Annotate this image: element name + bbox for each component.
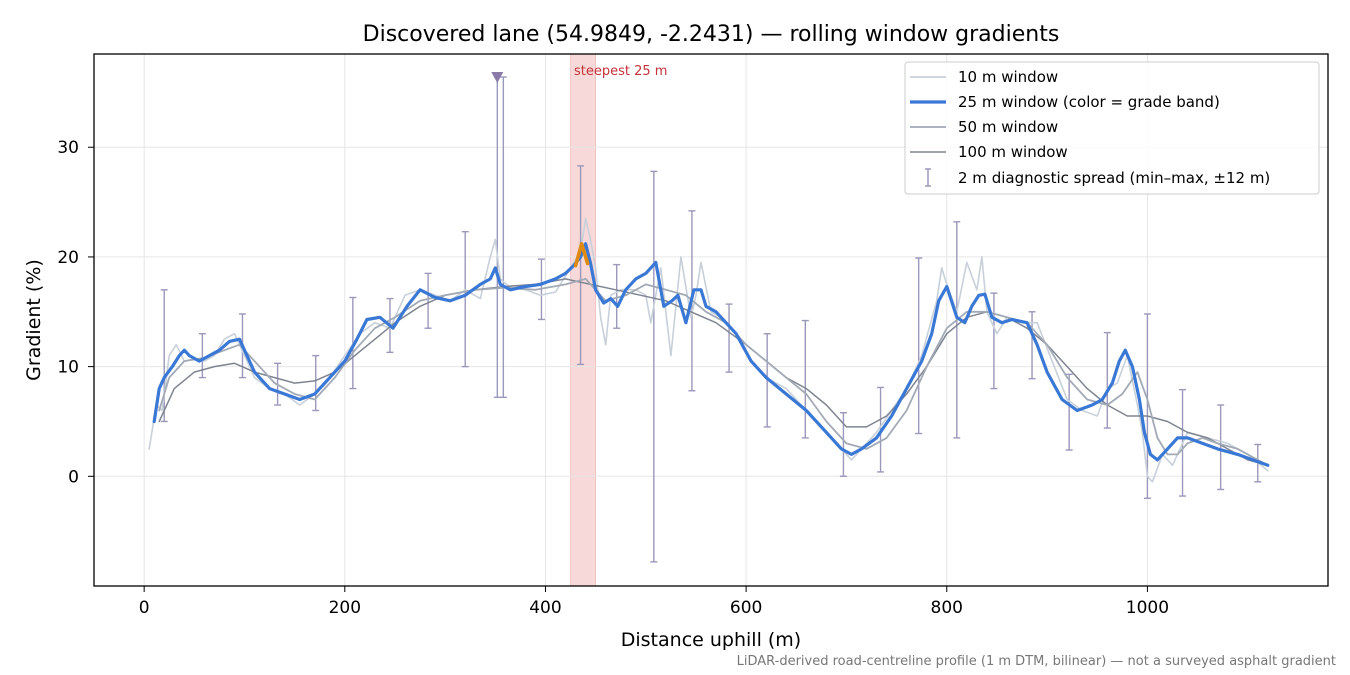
diag-errorbar-29 (1217, 404, 1225, 491)
legend-label-diag: 2 m diagnostic spread (min–max, ±12 m) (958, 169, 1270, 187)
legend-label-w50: 50 m window (958, 118, 1058, 136)
steepest-label: steepest 25 m (574, 64, 667, 79)
x-tick-label-0: 0 (139, 598, 150, 618)
diag-errorbar-4 (312, 354, 320, 412)
legend-label-w10: 10 m window (958, 68, 1058, 86)
y-tick-label-2: 20 (57, 248, 79, 268)
chart-title: Discovered lane (54.9849, -2.2431) — rol… (363, 22, 1060, 47)
diag-errorbar-8 (461, 230, 469, 368)
diag-errorbar-10 (499, 76, 507, 399)
y-tick-label-0: 0 (68, 467, 79, 487)
legend-frame (904, 61, 1320, 195)
diag-errorbar-22 (953, 221, 961, 439)
diag-errorbar-12 (577, 165, 585, 366)
x-tick-label-3: 600 (730, 598, 762, 618)
x-axis-label: Distance uphill (m) (621, 629, 801, 651)
series-line-0 (148, 217, 1269, 483)
diag-errorbar-21 (915, 257, 923, 435)
diag-errorbar-23 (990, 292, 998, 390)
legend-label-w25: 25 m window (color = grade band) (958, 93, 1220, 111)
steepest-band (570, 53, 596, 587)
legend-label-w100: 100 m window (958, 143, 1068, 161)
footnote: LiDAR-derived road-centreline profile (1… (737, 654, 1336, 669)
series-lines (148, 72, 1270, 483)
x-tick-label-5: 1000 (1126, 598, 1169, 618)
y-tick-label-3: 30 (57, 138, 79, 158)
peak-marker (491, 72, 504, 84)
steepest-peak-segment (573, 242, 590, 268)
diag-errorbar-16 (725, 303, 733, 373)
x-tick-label-4: 800 (931, 598, 963, 618)
y-axis-label: Gradient (%) (23, 259, 45, 381)
diag-errorbar-9 (493, 76, 501, 399)
x-tick-label-1: 200 (329, 598, 361, 618)
legend-swatch-diag (925, 168, 931, 187)
diag-errorbar-27 (1143, 313, 1151, 499)
diag-errorbar-19 (839, 411, 847, 478)
diag-errorbar-18 (801, 319, 809, 439)
diag-errorbar-24 (1028, 311, 1036, 380)
diag-errorbar-13 (613, 263, 621, 329)
series-line-1 (152, 242, 1270, 467)
diag-errorbar-7 (424, 272, 432, 329)
plot-frame (93, 53, 1329, 587)
series-line-2 (158, 277, 1269, 467)
diag-errorbar-14 (650, 170, 658, 563)
legend: 10 m window 25 m window (color = grade b… (904, 61, 1320, 195)
diag-errorbar-25 (1065, 373, 1073, 451)
y-tick-label-1: 10 (57, 358, 79, 378)
series-line-3 (158, 278, 1269, 467)
axis-ticks: 0 200 400 600 800 1000 0 10 20 30 (57, 138, 1169, 618)
diag-errorbar-26 (1103, 331, 1111, 429)
steepest-segment-band (570, 53, 596, 587)
x-tick-label-2: 400 (529, 598, 561, 618)
